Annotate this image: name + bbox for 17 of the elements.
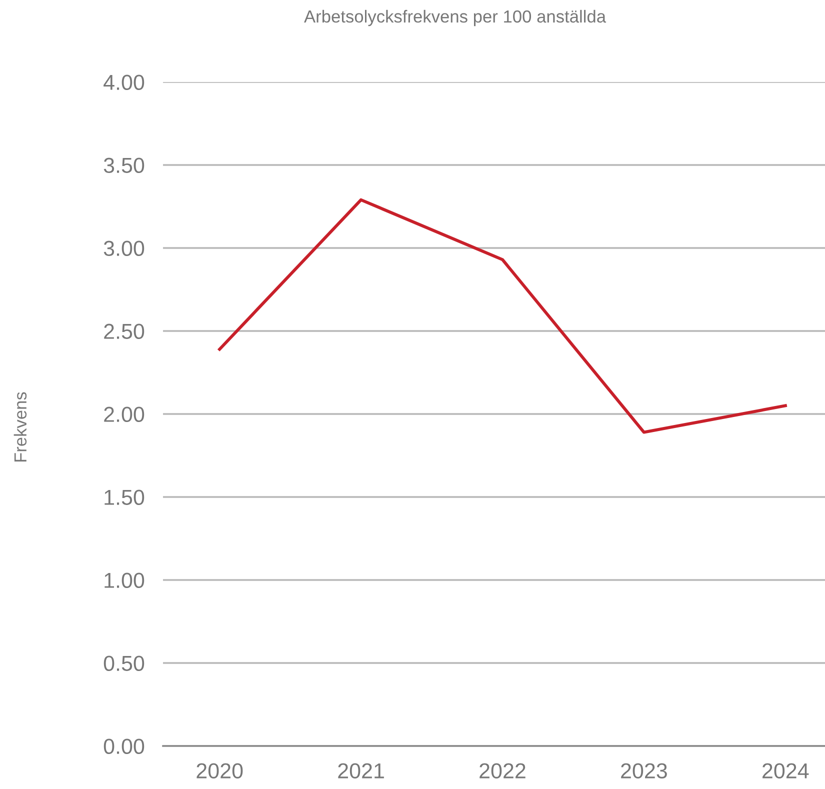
y-axis-title: Frekvens	[14, 392, 27, 462]
x-tick-label: 2023	[621, 763, 667, 778]
y-tick-label: 2.50	[104, 324, 144, 340]
x-tick-label: 2024	[762, 763, 809, 778]
x-tick-label: 2020	[196, 763, 243, 778]
chart-title: Arbetsolycksfrekvens per 100 anställda	[304, 10, 606, 26]
y-tick-label: 0.00	[104, 738, 144, 754]
x-tick-label: 2021	[338, 763, 384, 778]
y-tick-label: 4.00	[104, 74, 144, 90]
y-tick-label: 1.00	[104, 572, 144, 588]
y-tick-label: 2.00	[104, 406, 144, 422]
y-tick-label: 3.50	[104, 158, 144, 174]
x-tick-label: 2022	[480, 763, 526, 778]
line-series	[218, 198, 787, 434]
y-tick-label: 3.00	[104, 240, 144, 256]
y-tick-label: 1.50	[104, 490, 144, 506]
y-tick-label: 0.50	[104, 656, 144, 672]
